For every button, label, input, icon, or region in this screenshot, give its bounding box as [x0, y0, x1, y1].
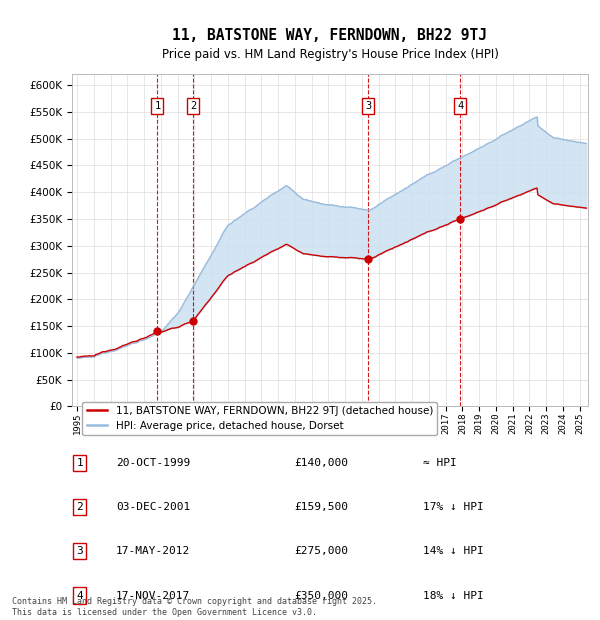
Text: 18% ↓ HPI: 18% ↓ HPI [423, 590, 484, 601]
Text: 17-MAY-2012: 17-MAY-2012 [116, 546, 190, 556]
Text: Price paid vs. HM Land Registry's House Price Index (HPI): Price paid vs. HM Land Registry's House … [161, 48, 499, 61]
Text: 4: 4 [76, 590, 83, 601]
Text: £159,500: £159,500 [294, 502, 348, 512]
Text: 3: 3 [76, 546, 83, 556]
Text: 2: 2 [76, 502, 83, 512]
Text: 03-DEC-2001: 03-DEC-2001 [116, 502, 190, 512]
Legend: 11, BATSTONE WAY, FERNDOWN, BH22 9TJ (detached house), HPI: Average price, detac: 11, BATSTONE WAY, FERNDOWN, BH22 9TJ (de… [82, 402, 437, 435]
Text: £140,000: £140,000 [294, 458, 348, 467]
Text: 17-NOV-2017: 17-NOV-2017 [116, 590, 190, 601]
Text: 14% ↓ HPI: 14% ↓ HPI [423, 546, 484, 556]
Text: Contains HM Land Registry data © Crown copyright and database right 2025.
This d: Contains HM Land Registry data © Crown c… [12, 598, 377, 617]
Text: 1: 1 [76, 458, 83, 467]
Text: 20-OCT-1999: 20-OCT-1999 [116, 458, 190, 467]
Text: 4: 4 [457, 101, 463, 111]
Text: 17% ↓ HPI: 17% ↓ HPI [423, 502, 484, 512]
Text: 3: 3 [365, 101, 371, 111]
Text: 2: 2 [190, 101, 196, 111]
Text: £275,000: £275,000 [294, 546, 348, 556]
Text: 1: 1 [154, 101, 161, 111]
Text: ≈ HPI: ≈ HPI [423, 458, 457, 467]
Text: 11, BATSTONE WAY, FERNDOWN, BH22 9TJ: 11, BATSTONE WAY, FERNDOWN, BH22 9TJ [173, 28, 487, 43]
Text: £350,000: £350,000 [294, 590, 348, 601]
